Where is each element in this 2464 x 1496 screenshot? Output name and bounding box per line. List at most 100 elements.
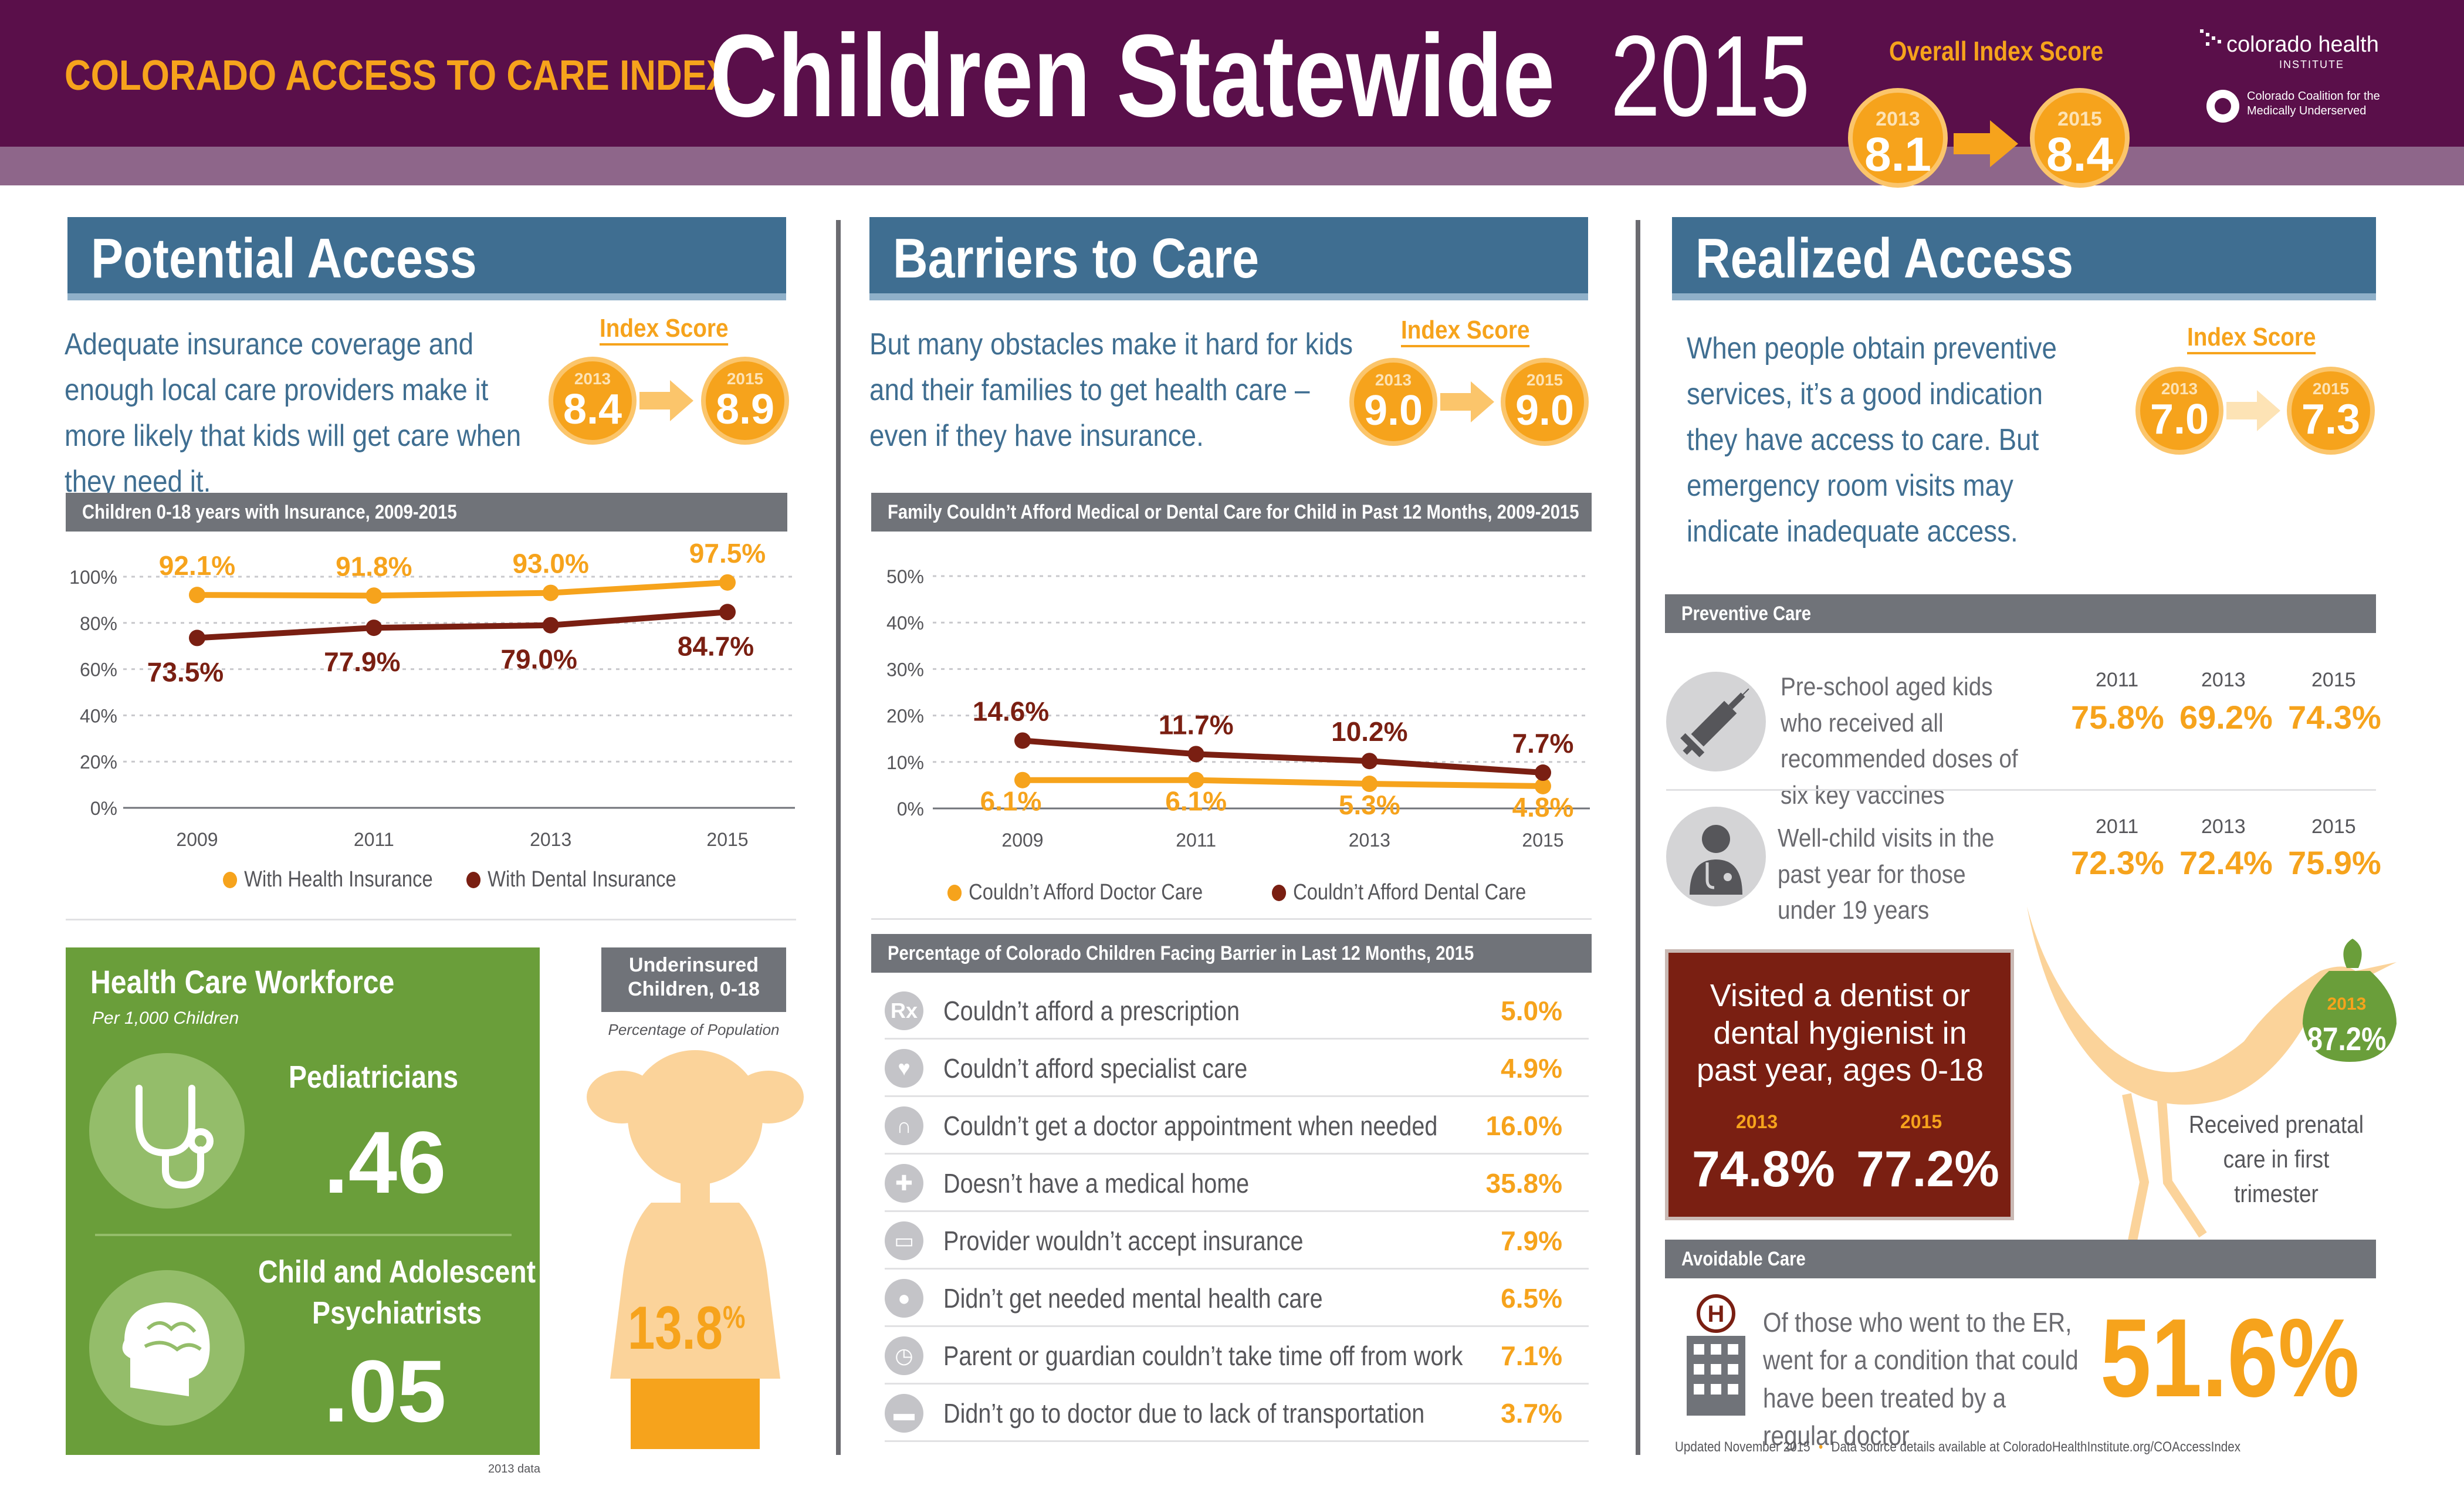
barrier-row: ▬ Didn’t go to doctor due to lack of tran… (885, 1386, 1589, 1442)
stork-icon (2027, 906, 2397, 1241)
data-point (542, 617, 559, 634)
vaccines-year-2013: 2013 (2201, 669, 2246, 691)
child-figure-icon (587, 1050, 804, 1449)
barrier-value: 6.5% (1501, 1283, 1562, 1314)
barrier-list-title: Percentage of Colorado Children Facing B… (871, 934, 1592, 973)
barrier-icon: ▬ (885, 1394, 923, 1433)
barrier-label: Parent or guardian couldn’t take time of… (943, 1341, 1463, 1371)
overall-arrow-icon (1954, 120, 2018, 167)
data-label: 77.9% (324, 647, 400, 677)
column-divider (836, 220, 841, 1455)
health-care-workforce-panel: Health Care Workforce Per 1,000 Children… (66, 947, 540, 1455)
hospital-icon: H (1687, 1294, 1745, 1416)
psychiatrists-value: .05 (324, 1342, 446, 1440)
y-tick-label: 30% (886, 659, 924, 680)
vaccines-value-2011: 75.8% (2071, 699, 2164, 736)
data-point (1014, 771, 1031, 788)
y-tick-label: 20% (80, 752, 117, 773)
underinsured-value: 13.8% (628, 1294, 746, 1362)
prenatal-year: 2013 (2327, 994, 2367, 1014)
x-tick-label: 2015 (1522, 830, 1563, 851)
series-line (1020, 737, 1546, 776)
data-point (1187, 771, 1204, 788)
page-year: 2015 (1610, 12, 1810, 140)
section-header-realized: Realized Access (1672, 217, 2376, 300)
vaccines-year-2015: 2015 (2311, 669, 2356, 691)
realized-arrow-icon (2226, 390, 2280, 431)
stethoscope-icon (89, 1053, 245, 1209)
doctor-icon (1666, 807, 1766, 906)
ccmu-logo-icon (2206, 90, 2239, 123)
section-header-potential: Potential Access (67, 217, 786, 300)
barrier-value: 5.0% (1501, 996, 1562, 1026)
data-point (1535, 764, 1551, 781)
data-point (365, 587, 383, 604)
barriers-intro: But many obstacles make it hard for kids… (869, 327, 1353, 453)
barrier-value: 35.8% (1485, 1168, 1562, 1199)
brain-head-icon (89, 1270, 245, 1426)
prenatal-text: Received prenatal care in first trimeste… (2189, 1111, 2364, 1207)
data-point (1361, 753, 1378, 770)
barrier-icon: ✚ (885, 1164, 923, 1203)
y-tick-label: 20% (886, 706, 924, 727)
barrier-icon: ∩ (885, 1106, 923, 1145)
footer: Updated November 2015 • Data source deta… (1675, 1439, 2240, 1456)
data-point (719, 604, 736, 621)
preventive-care-title: Preventive Care (1665, 594, 2376, 633)
page-title: Children Statewide (710, 11, 1555, 141)
data-point (1014, 732, 1031, 749)
barriers-score-2015: 2015 9.0 (1501, 358, 1589, 446)
realized-intro: When people obtain preventive services, … (1687, 331, 2057, 549)
barrier-row: ● Didn’t get needed mental health care 6.5… (885, 1271, 1589, 1327)
dentist-year-2013: 2013 (1736, 1111, 1778, 1132)
y-tick-label: 10% (886, 752, 924, 773)
dentist-value-2013: 74.8% (1692, 1141, 1835, 1197)
data-label: 6.1% (980, 786, 1042, 817)
dentist-year-2015: 2015 (1900, 1111, 1942, 1132)
barrier-label: Didn’t go to doctor due to lack of trans… (943, 1398, 1425, 1429)
data-label: 84.7% (678, 631, 754, 661)
wellchild-value-2013: 72.4% (2179, 844, 2273, 881)
afford-line-chart: 0% 10% 20% 30% 40% 50% 2009 2011 2013 2015 6.1% 6.… (886, 566, 1590, 851)
barrier-row: ♥ Couldn’t afford specialist care 4.9% (885, 1041, 1589, 1097)
er-value: 51.6% (2100, 1296, 2360, 1420)
workforce-title: Health Care Workforce (90, 963, 395, 1000)
overall-score-2015: 2015 8.4 (2030, 88, 2130, 188)
barrier-row: ▭ Provider wouldn’t accept insurance 7.9% (885, 1213, 1589, 1270)
data-label: 4.8% (1512, 792, 1574, 823)
avoidable-care-title: Avoidable Care (1665, 1240, 2376, 1278)
barrier-label: Didn’t get needed mental health care (943, 1283, 1323, 1314)
barrier-icon: ♥ (885, 1049, 923, 1088)
barrier-value: 4.9% (1501, 1053, 1562, 1084)
psychiatrists-label-line1: Child and Adolescent (258, 1254, 536, 1289)
data-label: 92.1% (159, 550, 235, 581)
chi-logo-icon (2200, 29, 2221, 46)
x-tick-label: 2015 (706, 829, 748, 850)
data-point (719, 574, 736, 591)
data-point (365, 620, 383, 637)
potential-score-2015: 2015 8.9 (701, 357, 789, 445)
barrier-icon: Rx (885, 991, 923, 1030)
barrier-icon: ▭ (885, 1221, 923, 1260)
er-text: Of those who went to the ER, went for a … (1763, 1307, 2079, 1451)
barrier-row: ∩ Couldn’t get a doctor appointment when … (885, 1098, 1589, 1155)
potential-intro: Adequate insurance coverage and enough l… (65, 327, 522, 499)
y-tick-label: 60% (80, 659, 117, 681)
x-tick-label: 2011 (1176, 830, 1216, 851)
x-tick-label: 2013 (1349, 830, 1390, 851)
series-line (1020, 777, 1546, 789)
legend-health-insurance: With Health Insurance (223, 867, 433, 892)
barrier-label: Provider wouldn’t accept insurance (943, 1226, 1304, 1256)
x-tick-label: 2013 (530, 829, 571, 850)
data-point (542, 584, 559, 601)
insurance-chart-title: Children 0-18 years with Insurance, 2009… (66, 493, 787, 532)
wellchild-year-2015: 2015 (2311, 815, 2356, 838)
vaccines-value-2015: 74.3% (2288, 699, 2381, 736)
dentist-visit-panel: Visited a dentist or dental hygienist in… (1665, 949, 2014, 1220)
barrier-row: ✚ Doesn’t have a medical home 35.8% (885, 1156, 1589, 1212)
prenatal-value: 87.2% (2307, 1020, 2387, 1057)
section-header-barriers: Barriers to Care (869, 217, 1588, 300)
barrier-icon: ◷ (885, 1336, 923, 1375)
data-label: 93.0% (512, 549, 588, 579)
syringe-icon (1666, 672, 1766, 771)
